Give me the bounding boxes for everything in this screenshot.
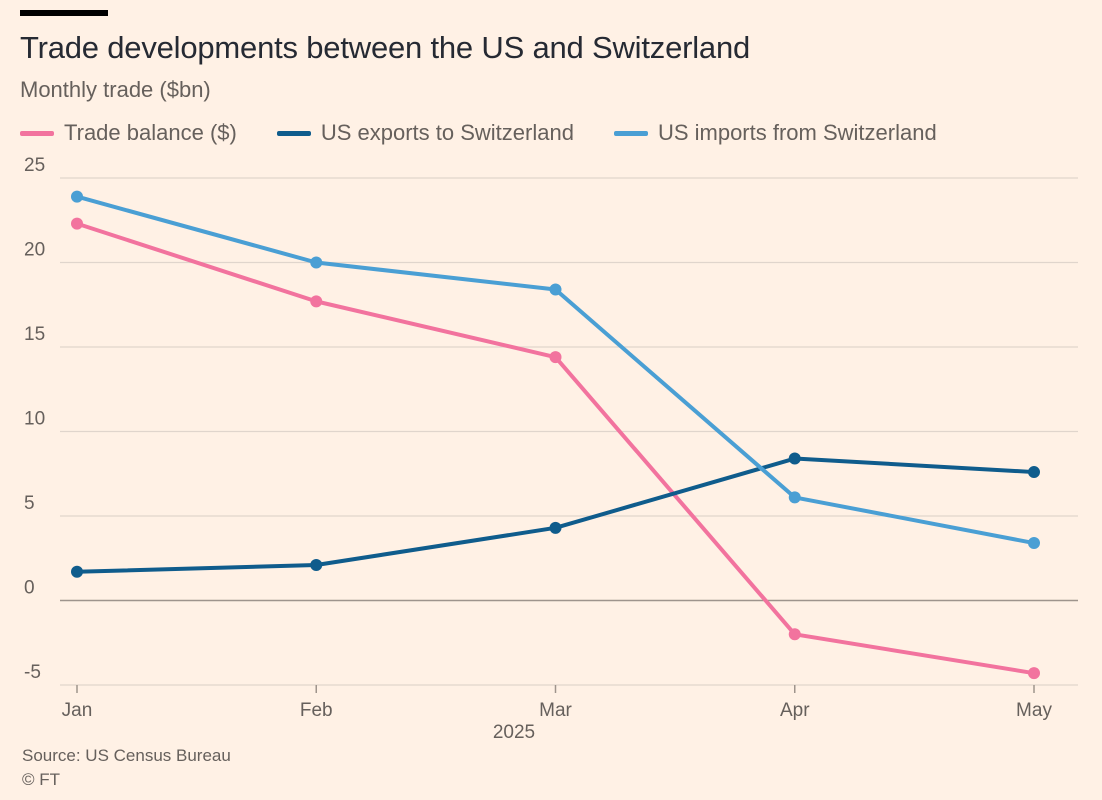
chart-title: Trade developments between the US and Sw… (20, 30, 751, 65)
y-tick-label: 25 (24, 155, 45, 176)
legend-item-trade-balance: Trade balance ($) (20, 120, 237, 146)
data-point (1028, 537, 1040, 550)
data-point (788, 491, 801, 504)
data-point (1028, 466, 1040, 479)
x-tick-label: Mar (539, 700, 572, 721)
x-tick-label: May (1016, 700, 1052, 721)
legend-item-us-imports: US imports from Switzerland (613, 120, 937, 146)
data-point (71, 217, 83, 230)
data-point (788, 628, 801, 641)
data-point (310, 559, 323, 572)
y-tick-label: 0 (24, 578, 35, 599)
legend-swatch-us-imports (613, 130, 648, 136)
data-point (310, 256, 323, 269)
y-tick-label: 10 (24, 409, 45, 430)
y-tick-label: -5 (24, 662, 41, 683)
chart-legend: Trade balance ($) US exports to Switzerl… (20, 118, 977, 148)
data-point (788, 452, 801, 465)
data-point (1028, 667, 1040, 680)
data-point (549, 283, 562, 296)
x-tick-label: Feb (300, 700, 333, 721)
y-tick-label: 20 (24, 240, 45, 261)
legend-label-us-imports: US imports from Switzerland (657, 120, 937, 145)
source-note: Source: US Census Bureau (22, 746, 231, 765)
legend-label-trade-balance: Trade balance ($) (64, 120, 237, 145)
data-point (549, 351, 562, 364)
y-tick-label: 5 (24, 493, 35, 514)
x-tick-label: Apr (780, 700, 810, 721)
x-tick-label: Jan (62, 700, 93, 721)
chart-subtitle: Monthly trade ($bn) (20, 77, 211, 102)
x-group-label: 2025 (493, 722, 535, 743)
data-point (549, 521, 562, 534)
data-point (310, 295, 323, 308)
legend-swatch-us-exports (276, 130, 311, 136)
series-line-2 (75, 194, 1036, 546)
data-point (71, 565, 83, 578)
y-tick-label: 15 (24, 324, 45, 345)
header-accent-bar (20, 10, 108, 16)
copyright-note: © FT (22, 770, 61, 789)
data-point (71, 190, 83, 203)
legend-item-us-exports: US exports to Switzerland (276, 120, 574, 146)
legend-label-us-exports: US exports to Switzerland (320, 120, 574, 145)
legend-swatch-trade-balance (20, 130, 54, 136)
